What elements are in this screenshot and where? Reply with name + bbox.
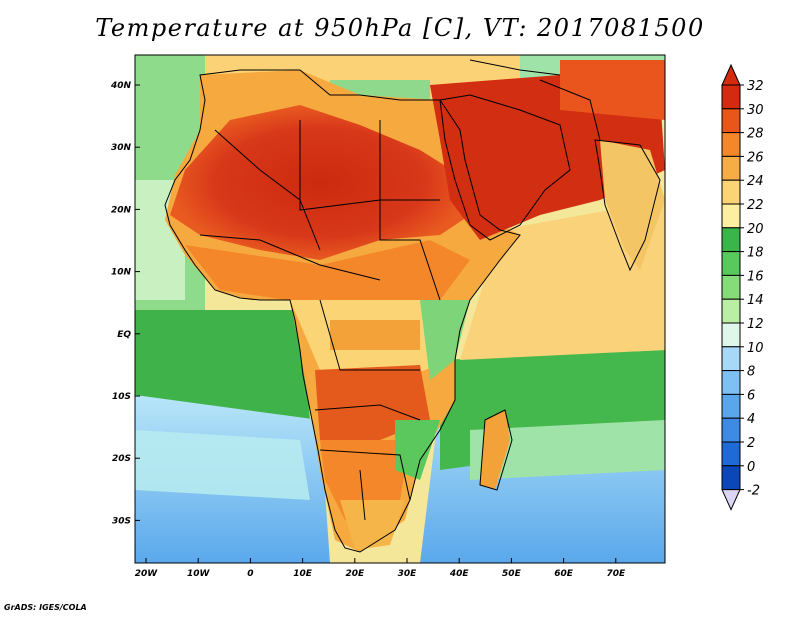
- colorbar-label: 8: [747, 365, 755, 380]
- colorbar-box: [721, 346, 741, 372]
- colorbar-label: 2: [747, 436, 755, 451]
- colorbar-label: 30: [747, 103, 764, 118]
- colorbar-label: -2: [747, 484, 760, 499]
- lon-tick-label: 30E: [398, 569, 418, 579]
- map-frame: [134, 54, 666, 564]
- colorbar-label: 28: [747, 127, 764, 142]
- lon-tick-label: 0: [247, 569, 253, 579]
- colorbar-label: 14: [747, 293, 764, 308]
- colorbar-box: [721, 227, 741, 253]
- colorbar-box: [721, 132, 741, 157]
- colorbar-box: [721, 441, 741, 467]
- colorbar-box: [721, 465, 741, 491]
- colorbar-arrow-bottom: [721, 489, 741, 511]
- colorbar-label: 26: [747, 150, 764, 165]
- colorbar-box: [721, 251, 741, 276]
- colorbar-label: 24: [747, 174, 764, 189]
- colorbar-box: [721, 84, 741, 110]
- lon-tick-label: 50E: [502, 569, 522, 579]
- lat-tick-label: 20S: [112, 454, 131, 464]
- colorbar-label: 16: [747, 269, 764, 284]
- colorbar-label: 22: [747, 198, 764, 213]
- lon-tick-label: 40E: [449, 569, 470, 579]
- colorbar-box: [721, 155, 741, 181]
- temperature-field: [135, 55, 665, 563]
- lat-tick-label: 20N: [111, 205, 132, 215]
- lat-tick-label: 10N: [111, 268, 132, 278]
- longitude-axis: 20W 10W 0 10E 20E 30E 40E 50E 60E 70E: [135, 558, 626, 579]
- colorbar-label: 4: [747, 412, 755, 427]
- colorbar-box: [721, 298, 741, 324]
- colorbar-box: [721, 393, 741, 419]
- lon-tick-label: 60E: [554, 569, 574, 579]
- coastlines: [164, 59, 661, 553]
- lon-tick-label: 20W: [135, 569, 159, 579]
- colorbar-box: [721, 179, 741, 205]
- lat-tick-label: 30S: [112, 516, 131, 526]
- colorbar-label: 20: [747, 222, 764, 237]
- colorbar-box: [721, 322, 741, 348]
- lon-tick-label: 70E: [606, 569, 626, 579]
- colorbar-label: 18: [747, 246, 764, 261]
- lat-tick-label: 30N: [111, 143, 132, 153]
- colorbar-box: [721, 417, 741, 443]
- grads-credit: GrADS: IGES/COLA: [4, 603, 87, 612]
- colorbar-box: [721, 274, 741, 300]
- latitude-axis: 40N 30N 20N 10N EQ 10S 20S 30S: [110, 81, 140, 526]
- lat-tick-label: 10S: [112, 392, 131, 402]
- colorbar-label: 32: [747, 79, 764, 94]
- colorbar-label: 6: [747, 388, 755, 403]
- lon-tick-label: 10E: [293, 569, 313, 579]
- lon-tick-label: 20E: [345, 569, 365, 579]
- colorbar-label: 10: [747, 341, 764, 356]
- colorbar-box: [721, 370, 741, 395]
- colorbar-arrow-top: [721, 63, 741, 86]
- colorbar-label: 0: [747, 460, 755, 475]
- lat-tick-label: 40N: [110, 81, 132, 91]
- lon-tick-label: 10W: [187, 569, 211, 579]
- map-title: Temperature at 950hPa [C], VT: 201708150…: [95, 14, 705, 42]
- lat-tick-label: EQ: [117, 330, 131, 340]
- colorbar-box: [721, 108, 741, 134]
- colorbar-label: 12: [747, 317, 764, 332]
- colorbar-box: [721, 203, 741, 229]
